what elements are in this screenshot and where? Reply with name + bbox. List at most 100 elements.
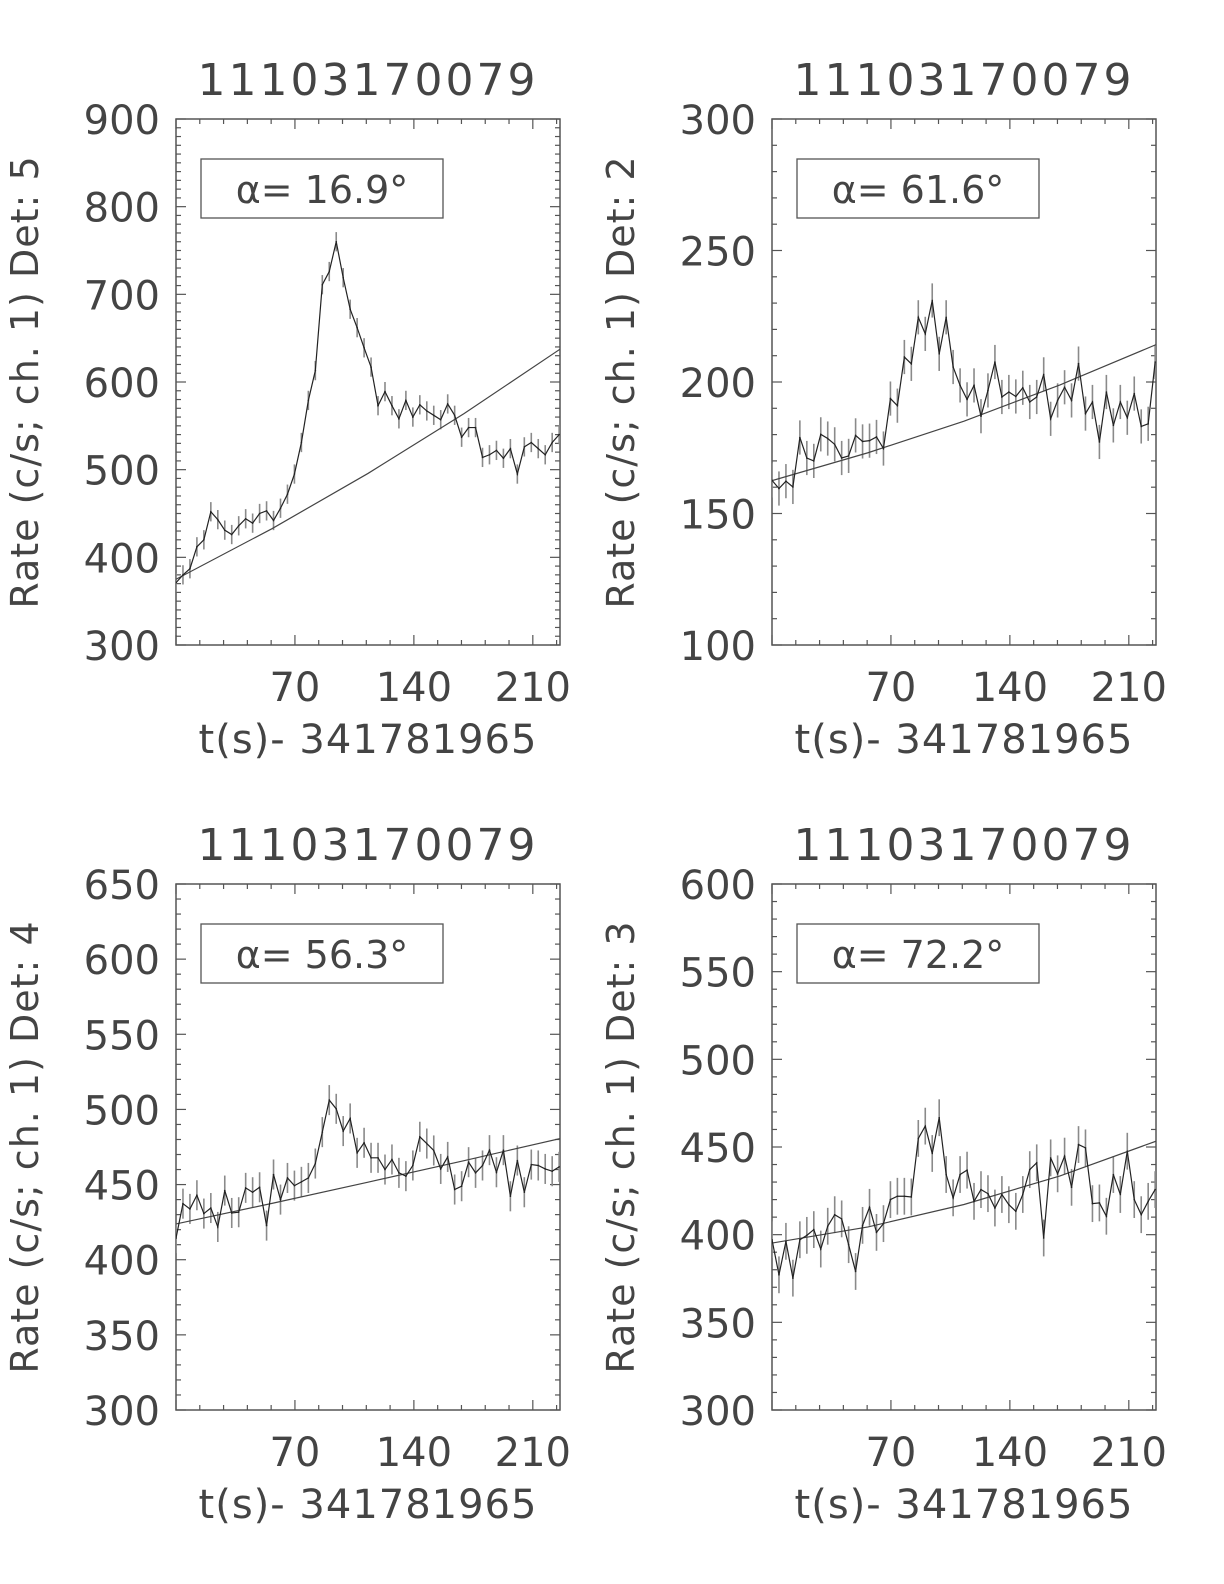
data-point [182,1202,184,1205]
data-point [335,1108,338,1110]
data-point [272,519,275,522]
data-point [439,1168,442,1170]
data-point [509,447,512,450]
angle-annotation: α= 16.9° [236,168,409,212]
data-point [502,1149,505,1151]
data-point [321,1131,324,1133]
y-tick-label: 550 [84,1013,160,1059]
data-point [419,1135,421,1138]
data-point [558,433,560,436]
data-point [1021,1193,1024,1196]
data-point [1042,1237,1045,1239]
data-point [1035,396,1038,398]
data-point [1008,391,1010,393]
data-point [481,456,484,459]
data-point [516,1159,519,1162]
y-tick-label: 600 [680,863,756,909]
data-point [938,353,940,355]
data-point [868,1206,871,1209]
data-point [959,1173,961,1176]
data-point [973,384,975,387]
data-point [272,1173,275,1176]
data-point [1035,1161,1038,1164]
data-point [1091,401,1094,403]
y-tick-label: 400 [680,1214,756,1260]
data-point [391,404,393,407]
data-point [792,1277,794,1279]
data-point [875,436,878,438]
y-tick-label: 600 [84,938,160,984]
data-point [994,361,996,363]
data-point [265,510,268,512]
data-point [439,418,442,421]
data-point [1077,1143,1080,1146]
panel-title: 11103170079 [794,820,1135,871]
data-point [384,390,386,393]
data-point [1008,1203,1010,1206]
data-point [1098,1202,1101,1204]
data-point [1015,1210,1017,1213]
data-point [896,404,899,407]
data-point [398,1172,400,1174]
angle-annotation-box [796,923,1040,984]
data-point [861,1224,864,1227]
panel-title: 11103170079 [794,55,1135,106]
data-point [537,1164,540,1167]
x-tick-label: 140 [376,1430,452,1476]
data-point [938,1116,940,1119]
data-point [917,316,920,319]
data-point [1070,399,1073,402]
data-point [176,581,177,584]
data-point [405,1175,407,1177]
data-point [286,1177,289,1179]
data-point [868,439,871,442]
data-point [847,1243,850,1246]
data-point [196,546,198,548]
data-point [806,1234,808,1237]
y-tick-label: 900 [84,98,160,144]
data-point [1049,1157,1052,1159]
data-point [875,1231,878,1234]
data-point [994,1207,996,1209]
x-tick-label: 70 [865,1430,916,1476]
y-tick-label: 400 [84,536,160,582]
data-point [460,436,463,439]
data-point [356,1152,358,1154]
x-tick-label: 140 [376,665,452,711]
data-point [391,1158,393,1161]
data-point [1042,373,1045,376]
rate-line [176,241,560,584]
panel-title: 11103170079 [198,820,539,871]
data-point [210,510,212,513]
angle-annotation-box [200,158,444,219]
data-point [1077,362,1080,365]
data-point [481,1164,484,1167]
y-tick-label: 500 [84,449,160,495]
data-point [210,1207,212,1209]
data-point [467,1161,470,1163]
data-point [244,1187,247,1189]
plot-frame [175,883,561,1411]
data-point [558,1166,560,1168]
data-point [1126,416,1129,419]
data-point [889,397,892,400]
data-point [1105,391,1108,393]
data-point [223,529,226,531]
data-point [300,1181,303,1183]
data-point [1154,1188,1156,1191]
data-point [258,1186,261,1189]
data-point [196,1194,198,1197]
data-point [176,1237,177,1239]
data-point [349,1117,351,1120]
x-axis-label: t(s)- 341781965 [795,1482,1134,1528]
x-tick-label: 210 [495,1430,571,1476]
data-point [488,453,491,456]
data-point [1133,392,1136,395]
data-point [785,480,787,482]
data-point [931,299,934,302]
x-axis-label: t(s)- 341781965 [199,1482,538,1528]
data-point [792,486,794,488]
data-point [1112,1173,1115,1176]
data-point [854,434,857,437]
